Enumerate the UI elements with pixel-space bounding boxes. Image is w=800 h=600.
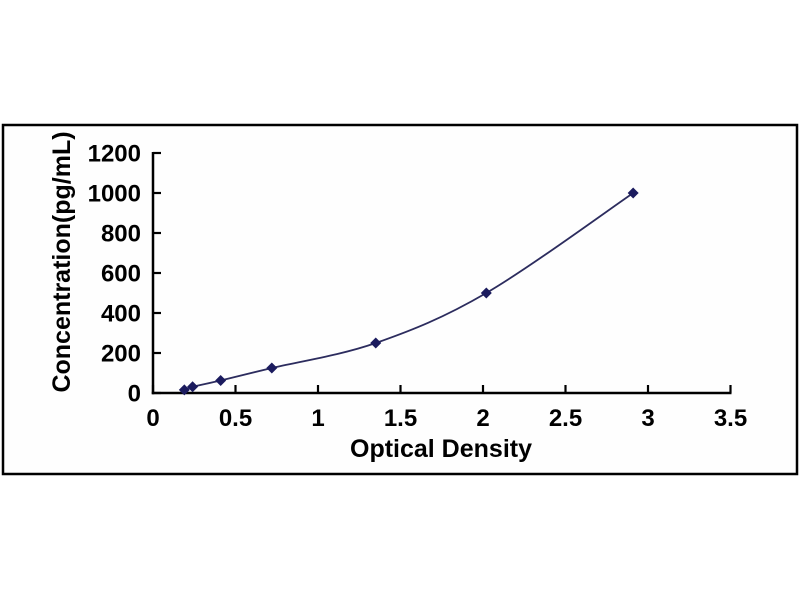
chart-frame <box>1 123 799 476</box>
x-tick-label: 2.5 <box>549 405 582 432</box>
y-tick-label: 600 <box>101 261 141 288</box>
x-axis-ticks <box>151 385 732 393</box>
data-point-marker <box>480 287 492 299</box>
data-point-marker <box>266 362 278 374</box>
data-point-marker <box>178 384 190 396</box>
x-tick-label: 2 <box>476 405 489 432</box>
x-tick-label: 3.5 <box>714 405 747 432</box>
data-point-marker <box>370 337 382 349</box>
x-tick-label: 3 <box>641 405 654 432</box>
y-axis-title: Concentration(pg/mL) <box>48 131 76 392</box>
y-tick-label: 0 <box>128 381 141 408</box>
x-tick-label: 1.5 <box>384 405 417 432</box>
data-point-marker <box>187 381 199 393</box>
x-tick-labels: 0 0.5 1 1.5 2 2.5 3 3.5 <box>146 405 747 432</box>
y-tick-label: 800 <box>101 221 141 248</box>
x-axis-title: Optical Density <box>350 435 532 463</box>
y-tick-label: 1000 <box>88 181 141 208</box>
y-tick-labels: 0 200 400 600 800 1000 1200 <box>88 141 141 408</box>
data-point-marker <box>215 375 227 386</box>
x-tick-label: 0 <box>146 405 159 432</box>
data-point-markers <box>178 187 639 396</box>
y-tick-label: 200 <box>101 341 141 368</box>
y-tick-label: 1200 <box>88 141 141 168</box>
data-point-marker <box>627 187 639 199</box>
x-tick-label: 1 <box>311 405 324 432</box>
x-tick-label: 0.5 <box>219 405 252 432</box>
y-tick-label: 400 <box>101 301 141 328</box>
